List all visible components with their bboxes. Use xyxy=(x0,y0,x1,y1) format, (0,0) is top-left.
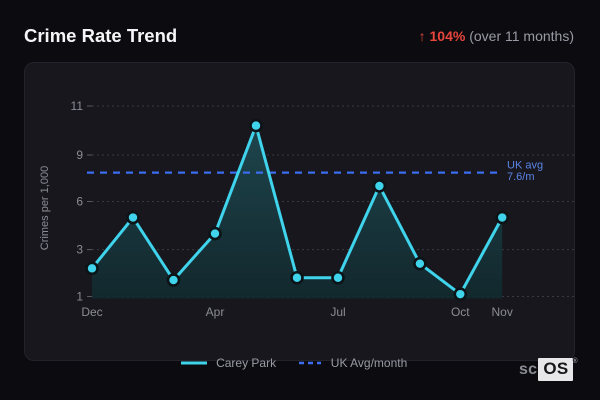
svg-text:UK avg: UK avg xyxy=(507,160,543,172)
svg-text:Oct: Oct xyxy=(451,305,470,319)
svg-text:Dec: Dec xyxy=(81,305,102,319)
svg-text:9: 9 xyxy=(76,148,83,162)
svg-text:1: 1 xyxy=(76,290,83,304)
svg-text:Apr: Apr xyxy=(206,305,225,319)
svg-text:11: 11 xyxy=(71,99,84,113)
svg-text:6: 6 xyxy=(76,195,83,209)
svg-text:3: 3 xyxy=(76,243,83,257)
svg-text:Jul: Jul xyxy=(330,305,345,319)
svg-text:7.6/m: 7.6/m xyxy=(507,171,535,183)
svg-text:Nov: Nov xyxy=(492,305,513,319)
